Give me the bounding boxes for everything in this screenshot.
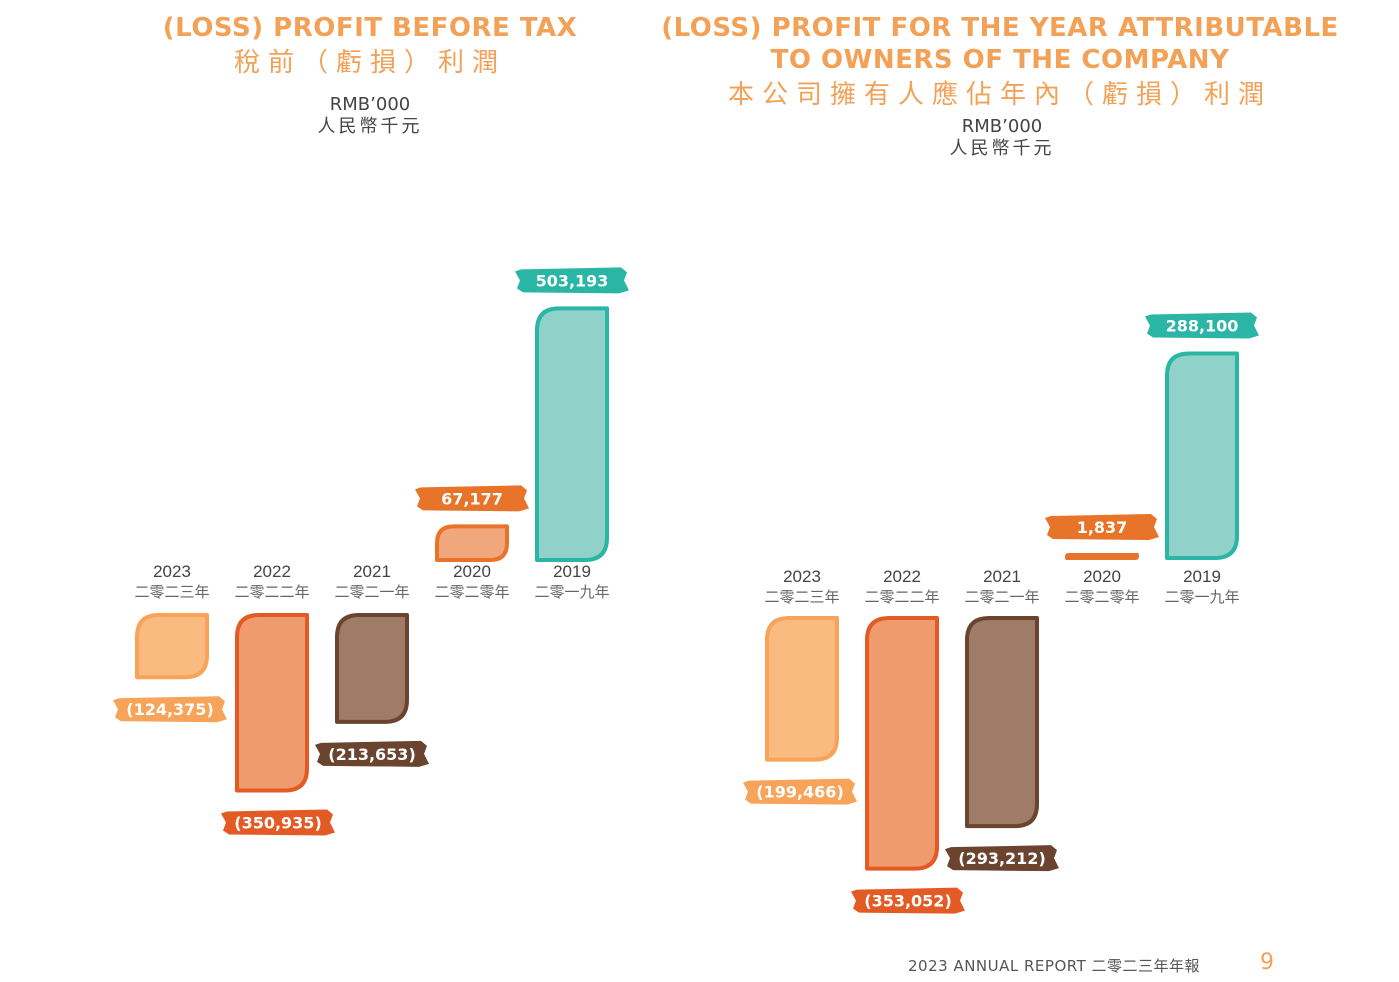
chart2-unit-zh: 人民幣千元 [949,138,1055,159]
chart2-value-label-2021: (293,212) [958,849,1046,868]
chart1-bar-2023 [135,613,209,680]
chart1-value-label-2020: 67,177 [441,489,503,508]
chart2-year-label-zh: 二零二一年 [964,588,1039,606]
chart2-value-label-2023: (199,466) [756,783,844,802]
chart1-value-label-bg-2019 [515,267,629,294]
chart1-value-label-bg-2022 [221,809,335,836]
chart1-unit: RMB’000 人民幣千元 [270,94,470,138]
chart1-year-label: 2022 [253,562,291,581]
chart2-year-label-zh: 二零二三年 [764,588,839,606]
chart2-value-label-bg-2019 [1145,312,1259,339]
chart2-value-label-2020: 1,837 [1077,518,1128,537]
chart1-value-label-bg-2023 [113,696,227,723]
chart1-year-label-zh: 二零一九年 [534,583,609,601]
chart1-value-label-2022: (350,935) [234,813,322,832]
chart2-year-label: 2021 [983,567,1021,586]
footer-report-title: 2023 ANNUAL REPORT 二零二三年年報 [908,957,1201,975]
page-number: 9 [1260,950,1274,975]
chart2-value-label-bg-2020 [1045,514,1159,540]
chart2-year-label-zh: 二零一九年 [1164,588,1239,606]
chart1-year-label: 2020 [453,562,491,581]
chart1-unit-zh: 人民幣千元 [317,116,423,137]
chart2-year-label-zh: 二零二二年 [864,588,939,606]
chart1-year-label-zh: 二零二一年 [334,583,409,601]
chart2-year-label: 2023 [783,567,821,586]
chart1-value-label-2019: 503,193 [536,271,609,290]
chart1-value-label-bg-2021 [315,740,429,767]
chart2-unit-en: RMB’000 [961,116,1043,137]
chart1-title-zh: 稅前（虧損）利潤 [233,48,506,78]
chart2-title-line2: TO OWNERS OF THE COMPANY [770,45,1230,75]
chart2-value-label-bg-2022 [851,887,965,914]
chart1-bar-2022 [235,613,309,793]
chart2-bar-2023 [765,616,839,762]
chart1-year-label: 2023 [153,562,191,581]
chart1-year-label-zh: 二零二零年 [434,583,509,601]
chart1-year-label: 2021 [353,562,391,581]
chart2-title: (LOSS) PROFIT FOR THE YEAR ATTRIBUTABLE … [660,12,1340,111]
chart1-bar-2021 [335,613,409,724]
chart2-bar-2019 [1165,351,1239,560]
chart1-title-en: (LOSS) PROFIT BEFORE TAX [162,13,578,43]
chart2-bar-2022 [865,616,939,871]
chart1-unit-en: RMB’000 [329,94,411,115]
chart2-title-zh: 本公司擁有人應佔年內（虧損）利潤 [727,80,1272,110]
chart2-title-line1: (LOSS) PROFIT FOR THE YEAR ATTRIBUTABLE [661,13,1339,43]
chart1-bar-2019 [535,306,609,562]
chart2-unit: RMB’000 人民幣千元 [902,116,1102,160]
chart1-title: (LOSS) PROFIT BEFORE TAX 稅前（虧損）利潤 [100,12,640,79]
chart1-bar-2020 [435,524,509,562]
chart2-value-label-bg-2021 [945,845,1059,872]
chart1-value-label-2021: (213,653) [328,745,416,764]
chart1-year-label-zh: 二零二三年 [134,583,209,601]
chart1-year-label-zh: 二零二二年 [234,583,309,601]
chart2-year-label-zh: 二零二零年 [1064,588,1139,606]
chart1-value-label-bg-2020 [415,485,529,512]
chart1-value-label-2023: (124,375) [126,700,214,719]
chart2-value-label-2022: (353,052) [864,892,952,911]
chart2-year-label: 2022 [883,567,921,586]
chart2-year-label: 2019 [1183,567,1221,586]
chart2-year-label: 2020 [1083,567,1121,586]
chart2-value-label-bg-2023 [743,778,857,805]
chart1-year-label: 2019 [553,562,591,581]
chart2-value-label-2019: 288,100 [1166,316,1239,335]
chart2-bar-2020 [1065,553,1139,560]
chart2-bar-2021 [965,616,1039,829]
